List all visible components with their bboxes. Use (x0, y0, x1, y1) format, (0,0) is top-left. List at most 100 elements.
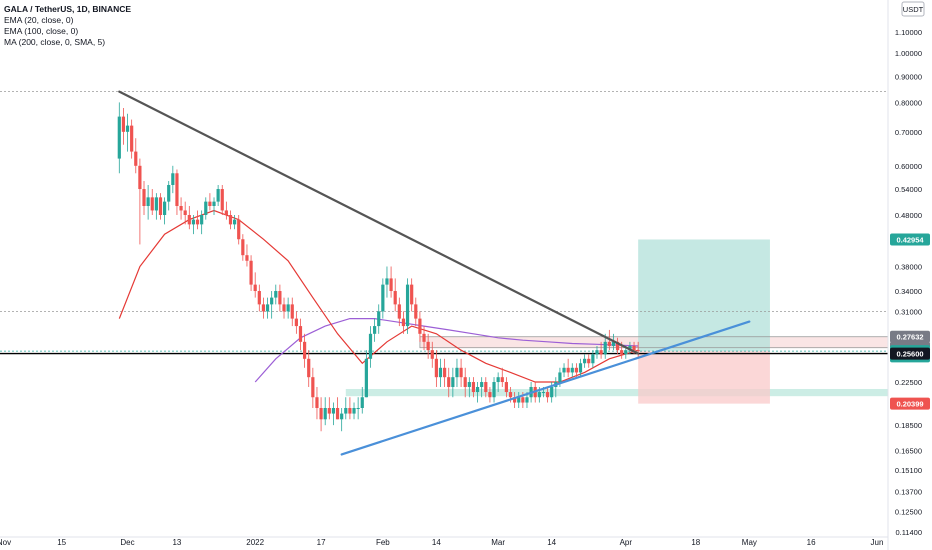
downtrend-line[interactable] (118, 90, 640, 355)
candle-body (146, 197, 150, 206)
candle-body (216, 189, 220, 202)
candle-body (360, 397, 364, 408)
candle-body (356, 407, 360, 409)
price-tick-label: 0.15100 (895, 466, 922, 475)
candle-body (364, 358, 368, 398)
target-zone[interactable] (638, 239, 770, 352)
candle-body (138, 165, 142, 190)
time-tick-label: Dec (120, 538, 134, 547)
candle-body (241, 239, 245, 256)
time-tick-label: Nov (0, 538, 11, 547)
candle-body (500, 377, 504, 383)
support-zone[interactable] (345, 388, 889, 397)
candle-body (117, 116, 121, 159)
candle-body (414, 304, 418, 319)
candle-body (212, 201, 216, 206)
candle-body (397, 304, 401, 319)
candle-body (525, 397, 529, 403)
candle-body (249, 260, 253, 285)
candle-body (455, 367, 459, 378)
candle-body (418, 318, 422, 334)
uptrend-line[interactable] (340, 320, 751, 456)
ema100-line (254, 318, 639, 383)
trend-lines[interactable] (118, 90, 751, 456)
candle-body (257, 291, 261, 305)
candle-body (335, 407, 340, 420)
candle-body (550, 386, 554, 398)
candle-body (208, 201, 212, 206)
currency-badge[interactable] (901, 1, 925, 17)
time-axis[interactable]: Nov 15 Dec 13 2022 17 Feb 14 Mar 14 Apr 18 May 16 Jun (0, 536, 888, 547)
candle-body (224, 210, 228, 215)
candle-body (607, 341, 611, 346)
stop-zone[interactable] (638, 351, 770, 404)
price-tag[interactable] (890, 330, 930, 343)
candle-body (175, 173, 179, 206)
candle-body (167, 184, 171, 202)
candle-body (459, 367, 463, 378)
candle-body (410, 284, 414, 305)
candle-body (426, 341, 430, 351)
time-tick-label: 14 (547, 538, 556, 547)
candle-body (451, 377, 455, 387)
candle-body (611, 341, 616, 346)
candle-body (340, 413, 344, 420)
candle-body (245, 255, 249, 261)
candle-body (191, 219, 196, 225)
candle-body (591, 354, 595, 364)
candle-body (352, 407, 356, 414)
candle-body (480, 382, 484, 387)
candle-body (327, 407, 331, 414)
candle-body (587, 358, 591, 364)
moving-averages (118, 209, 639, 383)
chart-legend: GALA / TetherUS, 1D, BINANCE EMA (20, cl… (4, 4, 131, 48)
price-tick-label: 1.00000 (895, 49, 922, 58)
price-tick-label: 0.11400 (895, 528, 922, 537)
candle-body (545, 392, 550, 398)
candle-body (204, 201, 208, 215)
candle-body (368, 333, 373, 359)
time-tick-label: 2022 (246, 538, 264, 547)
candle-body (294, 318, 298, 327)
candle-body (121, 116, 126, 132)
candle-body (488, 392, 492, 398)
price-axis[interactable]: USDT 1.10000 1.00000 0.90000 0.80000 0.70000 0… (887, 0, 930, 550)
candle-body (537, 392, 541, 398)
price-tag[interactable] (890, 347, 930, 360)
price-tick-label: 0.16500 (895, 446, 922, 455)
candle-body (261, 304, 266, 312)
candle-body (393, 291, 397, 305)
candle-body (628, 345, 632, 351)
candle-body (389, 278, 393, 292)
time-tick-label: Mar (491, 538, 505, 547)
candle-body (377, 311, 381, 327)
candle-body (150, 197, 154, 211)
candle-body (566, 367, 570, 373)
candle-body (171, 173, 175, 185)
candle-body (541, 392, 546, 394)
candle-body (348, 407, 352, 414)
candle-body (624, 350, 628, 355)
candle-body (200, 214, 204, 225)
candle-body (492, 382, 496, 398)
price-tag[interactable] (890, 233, 930, 246)
candle-body (286, 304, 290, 312)
candle-body (315, 397, 319, 408)
candle-body (142, 189, 146, 206)
candle-body (195, 219, 200, 225)
time-tick-label: 17 (317, 538, 326, 547)
time-tick-label: 15 (57, 538, 66, 547)
candle-body (125, 125, 130, 132)
candle-body (620, 350, 624, 355)
price-tick-label: 0.12500 (895, 508, 922, 517)
candle-body (636, 350, 640, 352)
candle-body (323, 407, 327, 420)
price-tag-label: 0.20399 (896, 400, 923, 409)
candle-body (130, 125, 134, 152)
candle-body (134, 151, 138, 166)
price-tag[interactable] (890, 397, 930, 410)
price-tick-label: 0.18500 (895, 421, 922, 430)
price-tick-label: 0.31000 (895, 307, 922, 316)
candle-body (599, 350, 603, 355)
